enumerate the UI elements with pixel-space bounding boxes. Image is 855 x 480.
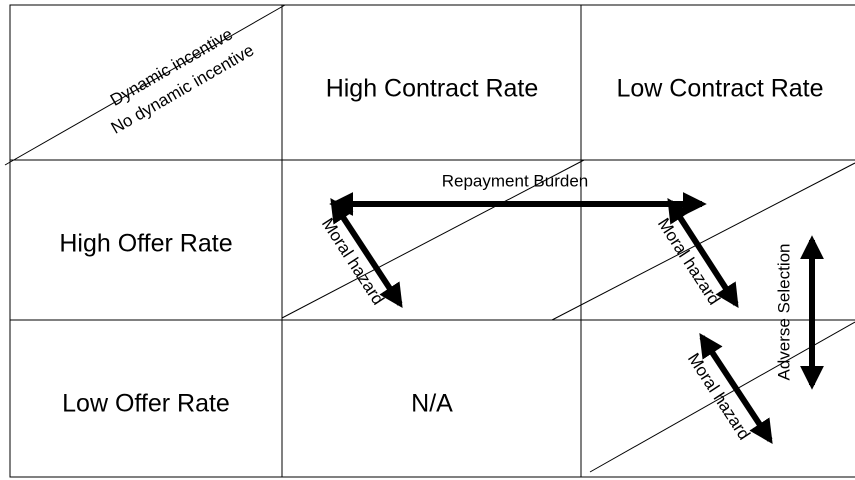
- arrow-label: Adverse Selection: [774, 243, 793, 380]
- cell: N/A: [411, 390, 453, 418]
- column-header: Low Contract Rate: [616, 75, 823, 103]
- arrows: [329, 192, 824, 445]
- column-header: High Contract Rate: [326, 75, 539, 103]
- grid: [4, 4, 855, 478]
- row-header: High Offer Rate: [59, 230, 232, 258]
- arrow-label: Repayment Burden: [442, 171, 588, 190]
- row-header: Low Offer Rate: [62, 390, 230, 418]
